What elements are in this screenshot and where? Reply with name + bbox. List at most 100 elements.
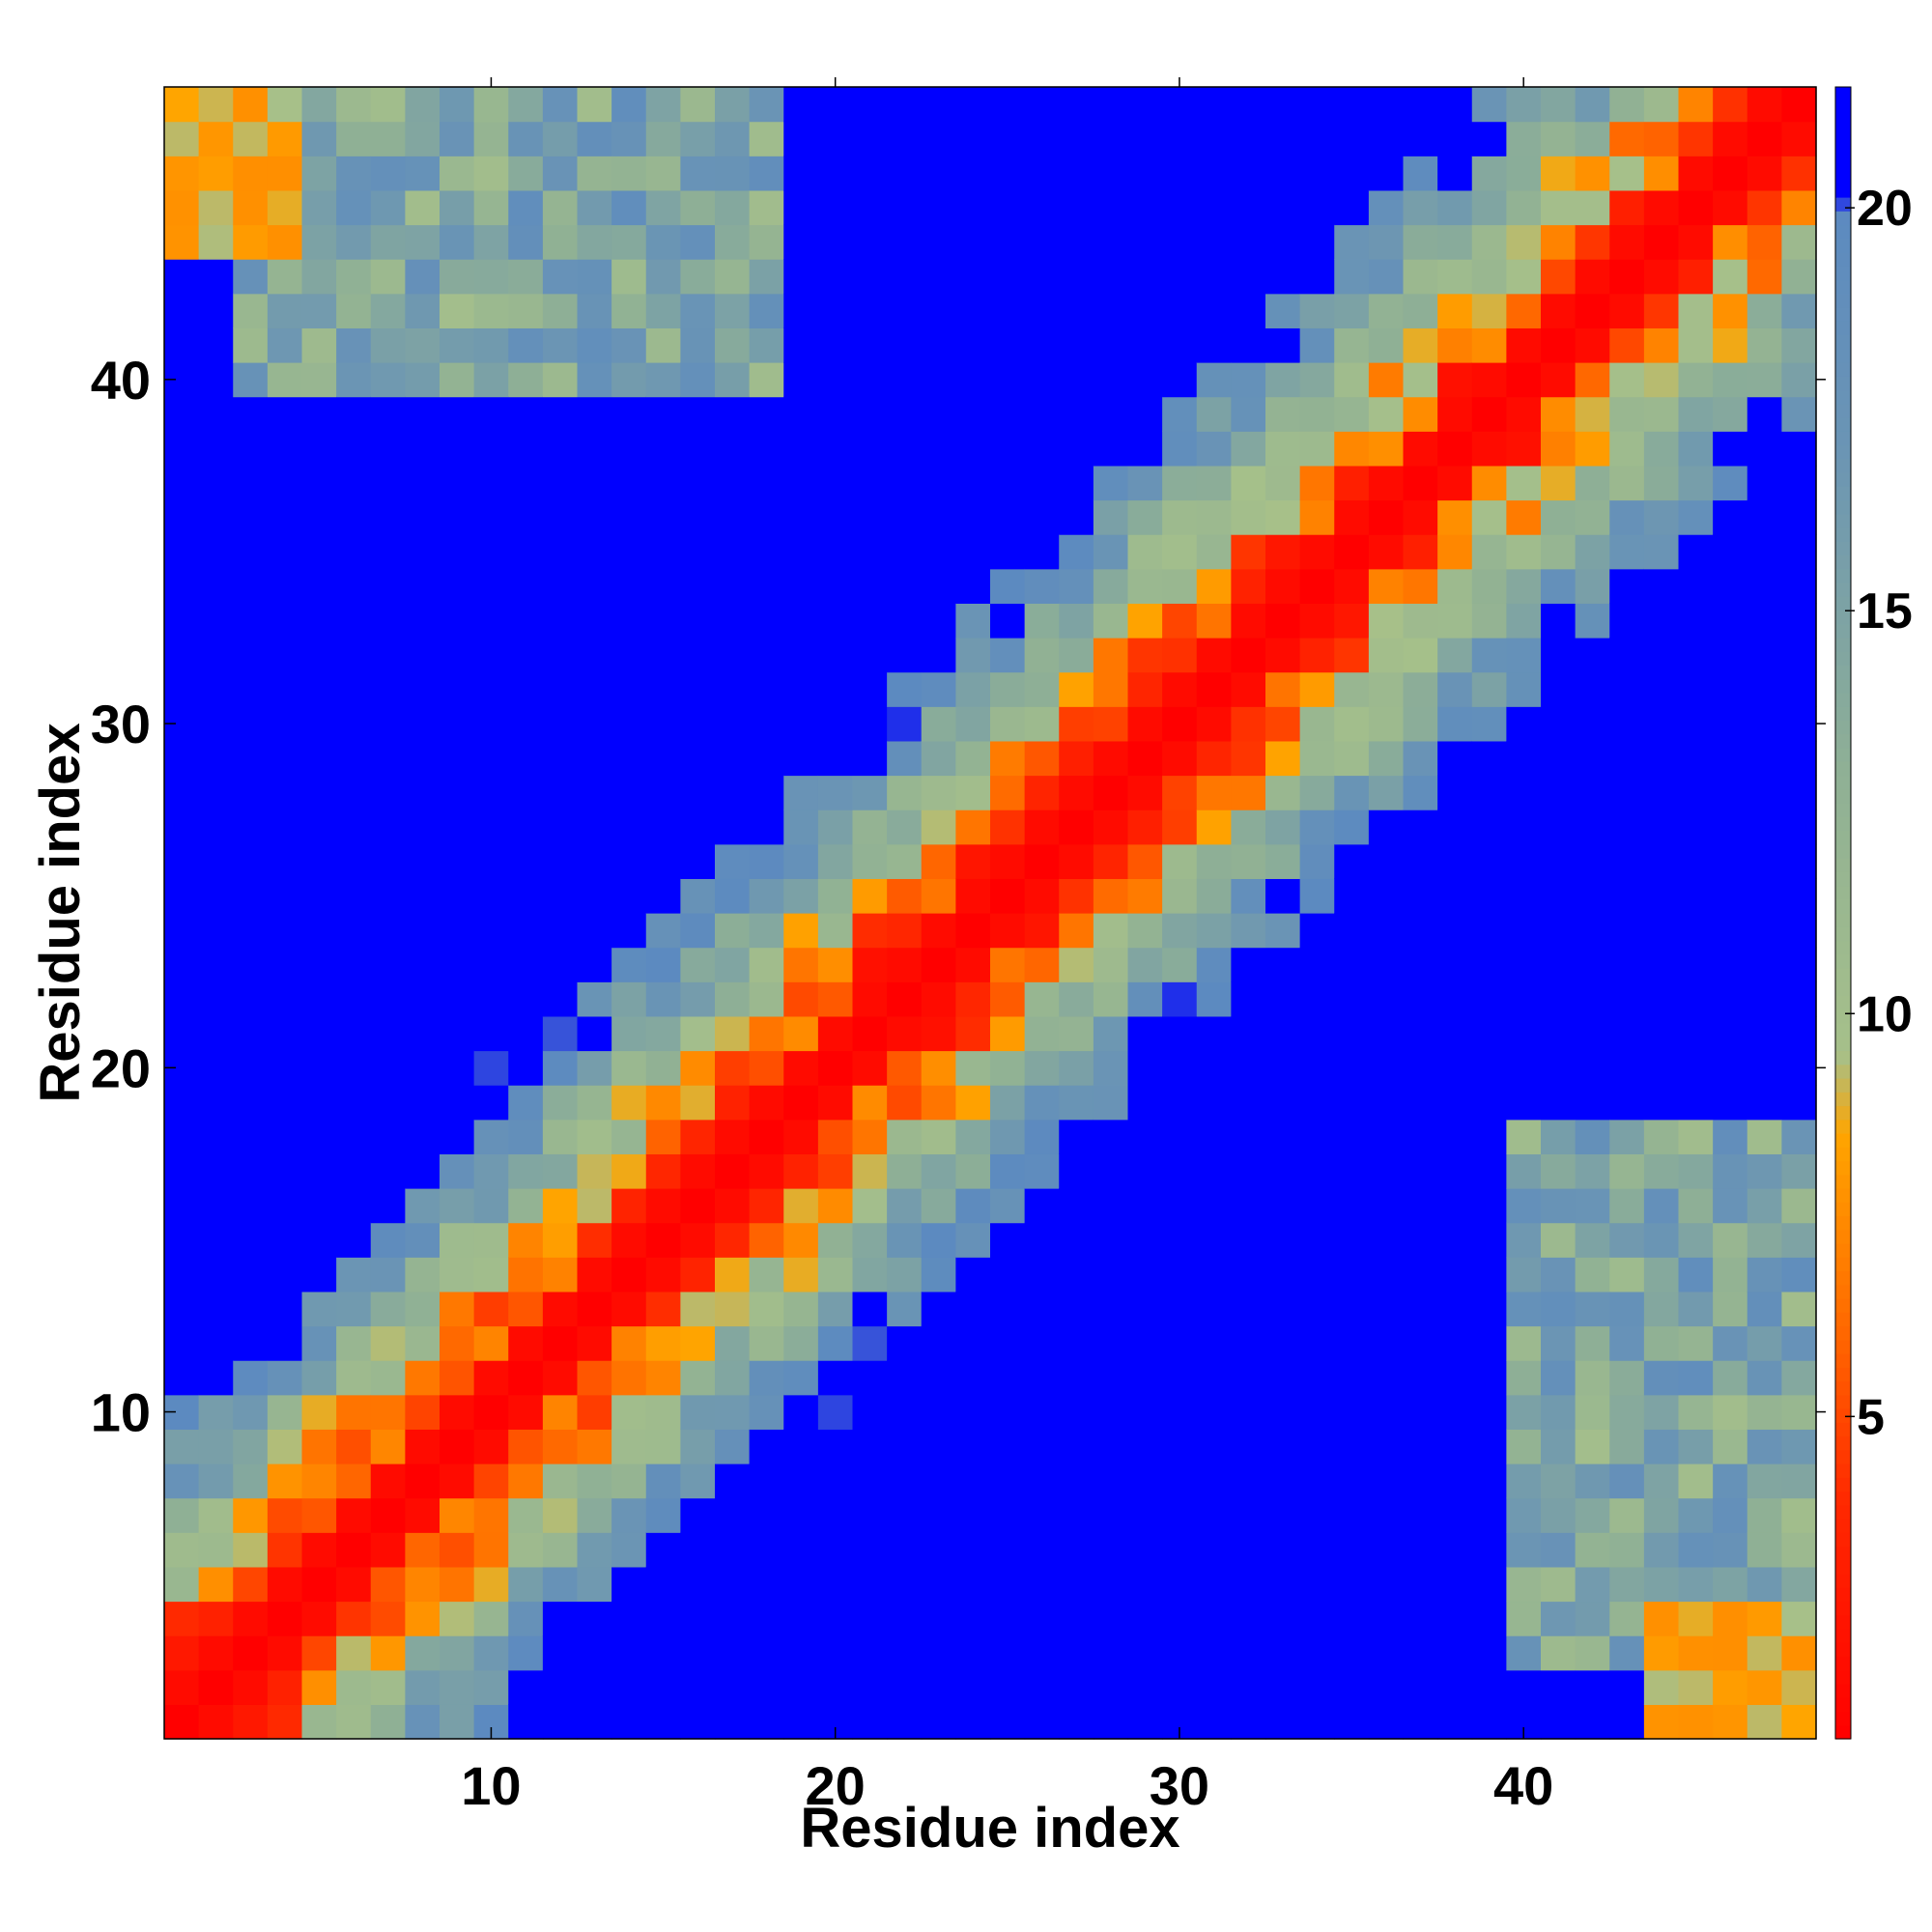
heatmap-cell: [817, 87, 854, 123]
heatmap-cell: [1024, 259, 1060, 295]
heatmap-cell: [955, 1222, 991, 1258]
heatmap-cell: [749, 1291, 784, 1327]
heatmap-cell: [301, 259, 337, 295]
heatmap-cell: [198, 1257, 234, 1293]
colorbar-segment: [1835, 651, 1851, 667]
heatmap-cell: [955, 947, 991, 982]
colorbar-segment: [1835, 1491, 1851, 1506]
heatmap-cell: [1713, 775, 1748, 810]
heatmap-cell: [473, 1325, 509, 1361]
heatmap-cell: [1506, 947, 1542, 982]
heatmap-cell: [611, 1153, 647, 1189]
heatmap-cell: [611, 396, 647, 432]
heatmap-cell: [1093, 362, 1129, 398]
heatmap-cell: [577, 1532, 612, 1568]
heatmap-cell: [645, 981, 681, 1017]
heatmap-cell: [1541, 224, 1577, 260]
heatmap-cell: [715, 706, 751, 742]
heatmap-cell: [680, 981, 716, 1017]
heatmap-cell: [1334, 1325, 1370, 1361]
heatmap-cell: [440, 1291, 475, 1327]
heatmap-cell: [645, 1704, 681, 1740]
heatmap-cell: [1162, 1669, 1198, 1705]
heatmap-cell: [1196, 189, 1232, 226]
heatmap-cell: [1575, 293, 1610, 328]
heatmap-cell: [370, 775, 406, 810]
heatmap-cell: [1747, 1463, 1782, 1499]
heatmap-cell: [1437, 1669, 1473, 1705]
heatmap-cell: [1403, 1429, 1438, 1464]
heatmap-cell: [887, 1153, 923, 1189]
heatmap-cell: [233, 1429, 269, 1464]
heatmap-cell: [164, 810, 200, 845]
heatmap-cell: [1403, 431, 1438, 467]
heatmap-cell: [1403, 121, 1438, 156]
heatmap-cell: [1403, 947, 1438, 982]
heatmap-cell: [1506, 1566, 1542, 1603]
heatmap-cell: [1334, 87, 1370, 123]
heatmap-cell: [645, 671, 681, 707]
heatmap-cell: [1609, 1532, 1645, 1568]
heatmap-cell: [1093, 671, 1129, 707]
heatmap-cell: [1368, 1704, 1405, 1740]
heatmap-cell: [1334, 1463, 1370, 1499]
heatmap-cell: [783, 1669, 819, 1705]
heatmap-cell: [1437, 603, 1473, 639]
heatmap-cell: [1609, 534, 1645, 570]
heatmap-cell: [1231, 224, 1266, 260]
heatmap-cell: [508, 121, 544, 156]
heatmap-cell: [852, 465, 888, 501]
heatmap-cell: [370, 1566, 406, 1603]
heatmap-cell: [1437, 224, 1473, 260]
heatmap-cell: [508, 810, 544, 845]
heatmap-cell: [1024, 706, 1060, 742]
heatmap-cell: [1059, 1291, 1094, 1327]
heatmap-cell: [542, 465, 579, 501]
heatmap-cell: [1471, 293, 1507, 328]
heatmap-cell: [1506, 843, 1542, 879]
heatmap-cell: [1541, 1325, 1577, 1361]
heatmap-cell: [817, 1394, 854, 1430]
heatmap-cell: [1231, 1394, 1266, 1430]
heatmap-cell: [370, 671, 406, 707]
heatmap-cell: [1781, 499, 1817, 535]
heatmap-cell: [1609, 1222, 1645, 1258]
heatmap-cell: [440, 1394, 475, 1430]
heatmap-cell: [1747, 87, 1782, 123]
heatmap-cell: [1643, 671, 1680, 707]
heatmap-cell: [1403, 189, 1438, 226]
heatmap-cell: [1334, 1635, 1370, 1671]
heatmap-cell: [1299, 465, 1335, 501]
heatmap-cell: [1265, 843, 1301, 879]
heatmap-cell: [1265, 431, 1301, 467]
heatmap-cell: [1541, 740, 1577, 777]
heatmap-cell: [164, 465, 200, 501]
heatmap-cell: [508, 1532, 544, 1568]
heatmap-cell: [1299, 499, 1335, 535]
heatmap-cell: [955, 327, 991, 363]
colorbar-segment: [1835, 858, 1851, 872]
heatmap-cell: [577, 740, 612, 777]
heatmap-cell: [1541, 638, 1577, 673]
heatmap-cell: [1643, 1394, 1680, 1430]
heatmap-cell: [1059, 1566, 1094, 1603]
colorbar-segment: [1835, 334, 1851, 350]
heatmap-cell: [1231, 671, 1266, 707]
colorbar-segment: [1835, 1064, 1851, 1079]
heatmap-cell: [577, 981, 612, 1017]
heatmap-cell: [1059, 740, 1094, 777]
heatmap-cell: [233, 671, 269, 707]
heatmap-cell: [1299, 810, 1335, 845]
heatmap-cell: [1747, 1325, 1782, 1361]
heatmap-cell: [233, 1291, 269, 1327]
heatmap-cell: [405, 465, 440, 501]
heatmap-cell: [921, 499, 956, 535]
heatmap-cell: [1196, 1119, 1232, 1154]
heatmap-cell: [198, 1463, 234, 1499]
colorbar-segment: [1835, 169, 1851, 185]
heatmap-cell: [440, 603, 475, 639]
heatmap-cell: [749, 1325, 784, 1361]
heatmap-cell: [1368, 362, 1405, 398]
heatmap-cell: [680, 1119, 716, 1154]
heatmap-cell: [508, 878, 544, 914]
